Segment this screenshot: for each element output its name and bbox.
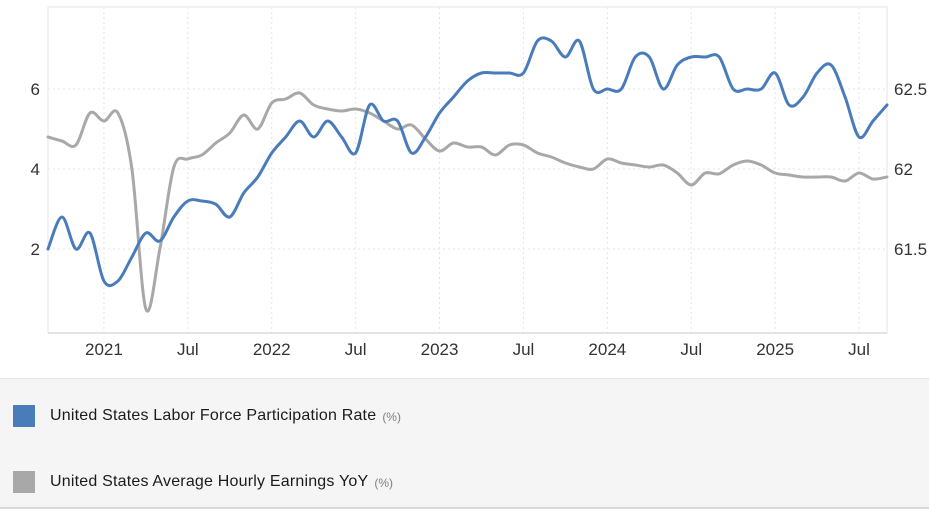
x-axis-tick-label: 2021 (85, 340, 123, 359)
legend-panel: United States Labor Force Participation … (0, 378, 929, 509)
y-axis-right-tick-label: 62.5 (894, 80, 927, 99)
legend-item-average-hourly-earnings[interactable]: United States Average Hourly Earnings Yo… (13, 470, 929, 493)
legend-item-labor-force-participation-rate[interactable]: United States Labor Force Participation … (13, 404, 929, 427)
x-axis-tick-label: Jul (680, 340, 702, 359)
legend-unit-hourly-earnings: (%) (374, 475, 393, 490)
x-axis-tick-label: Jul (513, 340, 535, 359)
x-axis-tick-label: Jul (848, 340, 870, 359)
series-line-hourly-earnings[interactable] (46, 91, 889, 313)
x-axis-tick-label: 2023 (421, 340, 459, 359)
x-axis-tick-label: 2025 (756, 340, 794, 359)
y-axis-right-tick-label: 61.5 (894, 240, 927, 259)
y-axis-left-tick-label: 6 (31, 80, 40, 99)
timeseries-chart-canvas[interactable]: 2 4 6 61.5 62 62.5 2021 Jul 2022 Jul 2023 Jul 2024 Ju… (0, 0, 929, 378)
chart-panel: 2 4 6 61.5 62 62.5 2021 Jul 2022 Jul 2023 Jul 2024 Ju… (0, 0, 929, 378)
x-axis-tick-label: 2022 (253, 340, 291, 359)
legend-swatch-hourly-earnings (13, 470, 35, 493)
y-axis-right-tick-label: 62 (894, 160, 913, 179)
x-axis-tick-label: Jul (177, 340, 199, 359)
legend-label-hourly-earnings: United States Average Hourly Earnings Yo… (50, 472, 369, 490)
legend-unit-participation-rate: (%) (382, 409, 401, 424)
x-axis-tick-label: 2024 (588, 340, 626, 359)
y-axis-left-tick-label: 2 (31, 240, 40, 259)
legend-swatch-participation-rate (13, 404, 35, 427)
x-axis-tick-label: Jul (345, 340, 367, 359)
series-line-participation-rate[interactable] (46, 36, 889, 288)
y-axis-left-tick-label: 4 (31, 160, 40, 179)
legend-label-participation-rate: United States Labor Force Participation … (50, 406, 377, 424)
